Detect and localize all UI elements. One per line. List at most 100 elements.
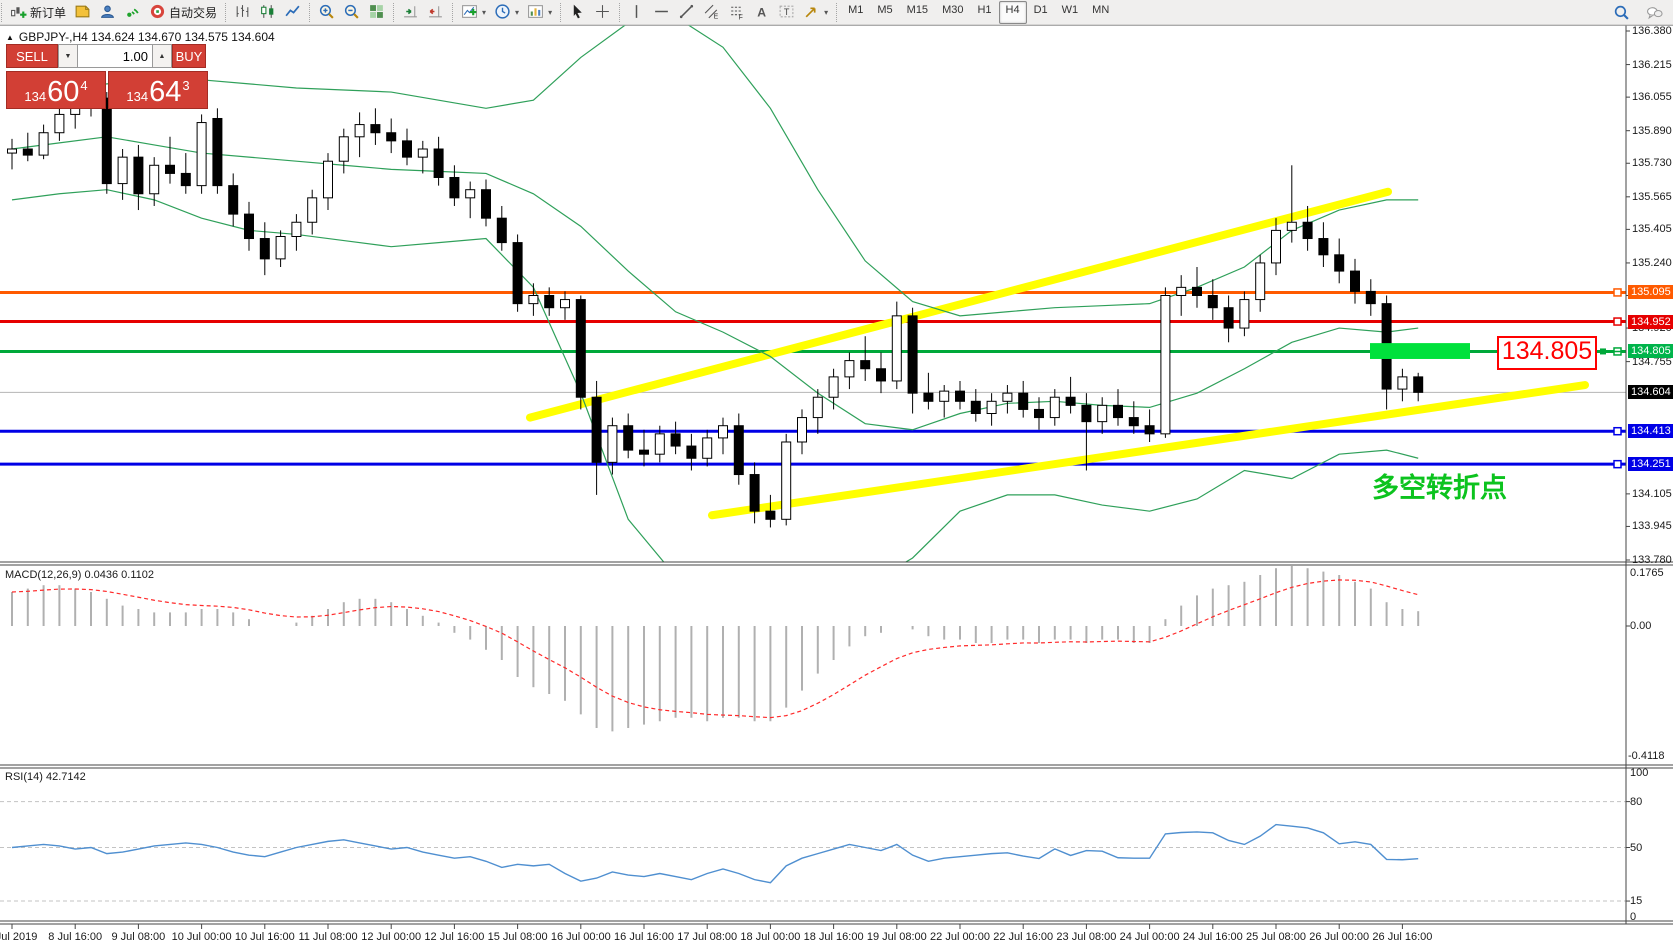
candle-body <box>38 132 49 156</box>
profile-button[interactable] <box>95 1 120 24</box>
candle-body <box>733 425 744 476</box>
periods-button[interactable]: ▾ <box>490 1 523 24</box>
shapes-button[interactable]: ▾ <box>799 1 832 24</box>
new-order-icon <box>10 3 27 23</box>
candle-body <box>1318 238 1329 256</box>
text-label-button[interactable]: T <box>774 1 799 24</box>
rsi-label: RSI(14) 42.7142 <box>5 771 86 783</box>
timeframe-m1[interactable]: M1 <box>848 4 864 16</box>
bar-chart-button[interactable] <box>230 1 255 24</box>
text-button[interactable]: A <box>749 1 774 24</box>
journal-button[interactable] <box>70 1 95 24</box>
candle-body <box>512 242 523 305</box>
candle-body <box>986 400 997 415</box>
volume-down-button[interactable]: ▼ <box>58 44 78 68</box>
symbol-title-text: GBPJPY-,H4 134.624 134.670 134.575 134.6… <box>18 30 275 44</box>
candle-body <box>133 156 144 195</box>
search-button[interactable] <box>1609 1 1634 24</box>
candle-body <box>1397 376 1408 390</box>
periods-icon <box>494 3 511 23</box>
line-chart-button[interactable] <box>280 1 305 24</box>
candle-body <box>1176 286 1187 296</box>
candle-body <box>607 425 618 463</box>
channel-button[interactable]: E <box>699 1 724 24</box>
buy-button[interactable]: BUY <box>172 44 206 68</box>
new-order-button[interactable]: 新订单 <box>6 1 70 24</box>
candle-body <box>1002 392 1013 402</box>
chart-shift-icon <box>427 3 444 23</box>
callout-anchor <box>1600 348 1606 355</box>
fibonacci-button[interactable]: F <box>724 1 749 24</box>
candle-body <box>386 132 397 142</box>
auto-scroll-button[interactable] <box>398 1 423 24</box>
chat-button[interactable] <box>1642 1 1667 24</box>
horizontal-line-button[interactable] <box>649 1 674 24</box>
candle-body <box>496 217 507 244</box>
candle-body <box>907 315 918 394</box>
line-chart-icon <box>284 3 301 23</box>
autotrade-button[interactable]: 自动交易 <box>145 1 221 24</box>
channel-icon: E <box>703 3 720 23</box>
sell-price-button[interactable]: 134 60 4 <box>6 71 106 109</box>
templates-button[interactable]: ▾ <box>523 1 556 24</box>
chevron-down-icon[interactable]: ▾ <box>515 8 520 17</box>
crosshair-button[interactable] <box>590 1 615 24</box>
toolbar-button-label: 自动交易 <box>169 6 218 20</box>
candle-body <box>180 172 191 187</box>
templates-icon <box>527 3 544 23</box>
timeframe-w1[interactable]: W1 <box>1061 4 1079 16</box>
buy-price-button[interactable]: 134 64 3 <box>108 71 208 109</box>
toolbar-group <box>559 0 618 25</box>
indicators-button[interactable]: ▾ <box>457 1 490 24</box>
candle-body <box>1365 290 1376 305</box>
candle-body <box>307 197 318 223</box>
candle-body <box>481 189 491 219</box>
buy-price-main: 64 <box>149 76 182 108</box>
tile-windows-button[interactable] <box>364 1 389 24</box>
cursor-button[interactable] <box>565 1 590 24</box>
profile-icon <box>99 3 116 23</box>
sell-button[interactable]: SELL <box>6 44 58 68</box>
candle-body <box>1207 294 1218 309</box>
volume-up-button[interactable]: ▲ <box>152 44 172 68</box>
zoom-out-button[interactable] <box>339 1 364 24</box>
timeframe-m30[interactable]: M30 <box>942 4 964 16</box>
buy-price-pip: 3 <box>182 78 190 93</box>
trend-line <box>526 187 1392 422</box>
zoom-in-icon <box>318 3 335 23</box>
candle-body <box>828 376 839 398</box>
timeframe-mn[interactable]: MN <box>1092 4 1110 16</box>
chevron-down-icon[interactable]: ▾ <box>824 8 829 17</box>
toolbar-button-label: 新订单 <box>30 6 67 20</box>
rsi-line <box>11 823 1419 884</box>
zoom-in-button[interactable] <box>314 1 339 24</box>
candle-body <box>1239 299 1250 329</box>
price-callout-label[interactable]: 134.805 <box>1497 336 1597 370</box>
chinese-annotation[interactable]: 多空转折点 <box>1372 473 1507 503</box>
timeframe-m5[interactable]: M5 <box>877 4 893 16</box>
timeframe-h1[interactable]: H1 <box>977 4 992 16</box>
toolbar-group <box>392 0 451 25</box>
chevron-down-icon[interactable]: ▾ <box>548 8 553 17</box>
candle-body <box>1271 229 1281 264</box>
chart-shift-button[interactable] <box>423 1 448 24</box>
collapse-triangle-icon[interactable]: ▲ <box>6 32 14 42</box>
candle-body <box>765 510 776 520</box>
candle-body <box>544 294 555 309</box>
timeframe-d1[interactable]: D1 <box>1033 4 1048 16</box>
timeframe-m15[interactable]: M15 <box>906 4 929 16</box>
candle-body <box>1160 294 1171 435</box>
candle-chart-button[interactable] <box>255 1 280 24</box>
candle-body <box>1302 221 1313 240</box>
candle-body <box>797 417 807 443</box>
toolbar-right <box>1609 0 1667 25</box>
trendline-button[interactable] <box>674 1 699 24</box>
chevron-down-icon[interactable]: ▾ <box>482 8 487 17</box>
vertical-line-button[interactable] <box>624 1 649 24</box>
volume-input[interactable] <box>78 44 152 68</box>
candle-body <box>528 294 539 305</box>
candle-body <box>1128 417 1139 427</box>
signal-button[interactable] <box>120 1 145 24</box>
timeframe-h4[interactable]: H4 <box>998 1 1027 24</box>
